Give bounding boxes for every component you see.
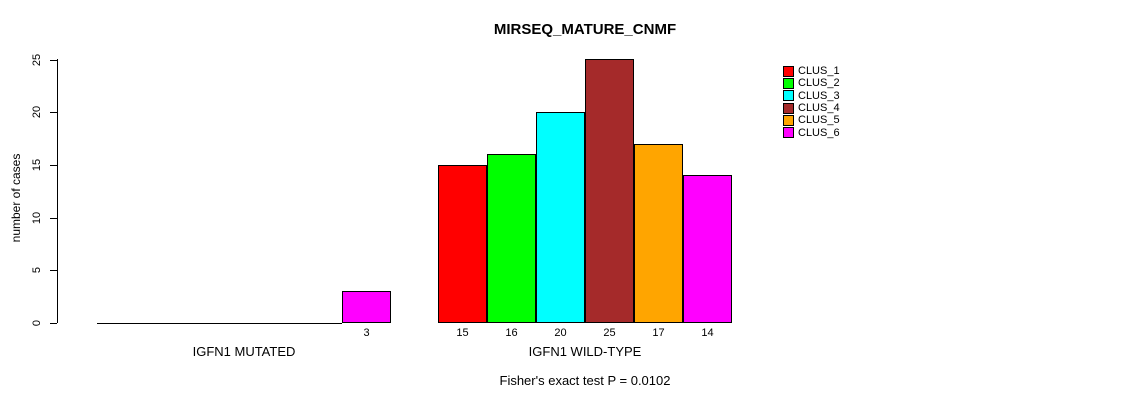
fisher-test-annotation: Fisher's exact test P = 0.0102	[499, 373, 671, 388]
y-axis-tick	[50, 112, 57, 113]
bar-value-label: 15	[456, 327, 469, 339]
legend-item-label: CLUS_3	[798, 89, 840, 102]
y-axis-tick-label: 0	[31, 319, 43, 327]
legend-item: CLUS_4	[783, 102, 840, 114]
bar-clus_5-wild-type	[634, 144, 683, 323]
bar-value-label: 14	[701, 327, 714, 339]
bar-clus_2-wild-type	[487, 154, 536, 323]
legend-item: CLUS_6	[783, 127, 840, 139]
legend: CLUS_1 CLUS_2 CLUS_3 CLUS_4 CLUS_5 CLUS_6	[783, 65, 840, 139]
y-axis-label: number of cases	[9, 153, 23, 243]
legend-item-label: CLUS_4	[798, 102, 840, 115]
legend-color-swatch	[783, 114, 794, 126]
zero-height-bar-clus_1-mutated	[97, 323, 146, 324]
bar-clus_1-wild-type	[438, 165, 487, 323]
y-axis-tick	[50, 165, 57, 166]
y-axis-tick	[50, 60, 57, 61]
y-axis-tick-label: 20	[31, 105, 43, 119]
zero-height-bar-clus_3-mutated	[195, 323, 244, 324]
y-axis-line	[57, 59, 58, 323]
y-axis-tick-label: 15	[31, 158, 43, 172]
legend-item-label: CLUS_2	[798, 77, 840, 90]
legend-item-label: CLUS_5	[798, 114, 840, 127]
bar-value-label: 17	[652, 327, 665, 339]
legend-color-swatch	[783, 127, 794, 139]
y-axis-tick-label: 10	[31, 211, 43, 225]
bar-value-label: 16	[505, 327, 518, 339]
bar-clus_3-wild-type	[536, 112, 585, 323]
legend-color-swatch	[783, 90, 794, 102]
zero-height-bar-clus_2-mutated	[146, 323, 195, 324]
legend-item: CLUS_2	[783, 77, 840, 89]
y-axis-tick-label: 5	[31, 266, 43, 274]
y-axis-tick	[50, 323, 57, 324]
bar-value-label: 25	[603, 327, 616, 339]
x-category-label-wild-type: IGFN1 WILD-TYPE	[528, 344, 642, 359]
zero-height-bar-clus_4-mutated	[244, 323, 293, 324]
zero-height-bar-clus_5-mutated	[293, 323, 342, 324]
bar-clus_6-mutated	[342, 291, 391, 323]
chart-title: MIRSEQ_MATURE_CNMF	[493, 21, 677, 38]
bar-value-label: 3	[363, 327, 370, 339]
legend-color-swatch	[783, 77, 794, 89]
legend-item: CLUS_5	[783, 114, 840, 126]
legend-item: CLUS_1	[783, 65, 840, 77]
bar-value-label: 20	[554, 327, 567, 339]
bar-clus_4-wild-type	[585, 59, 634, 323]
legend-color-swatch	[783, 102, 794, 114]
y-axis-tick	[50, 218, 57, 219]
legend-item-label: CLUS_1	[798, 65, 840, 78]
y-axis-tick-label: 25	[31, 53, 43, 67]
legend-color-swatch	[783, 65, 794, 77]
bar-clus_6-wild-type	[683, 175, 732, 323]
legend-item: CLUS_3	[783, 90, 840, 102]
y-axis-tick	[50, 270, 57, 271]
x-category-label-mutated: IGFN1 MUTATED	[192, 344, 296, 359]
legend-item-label: CLUS_6	[798, 126, 840, 139]
